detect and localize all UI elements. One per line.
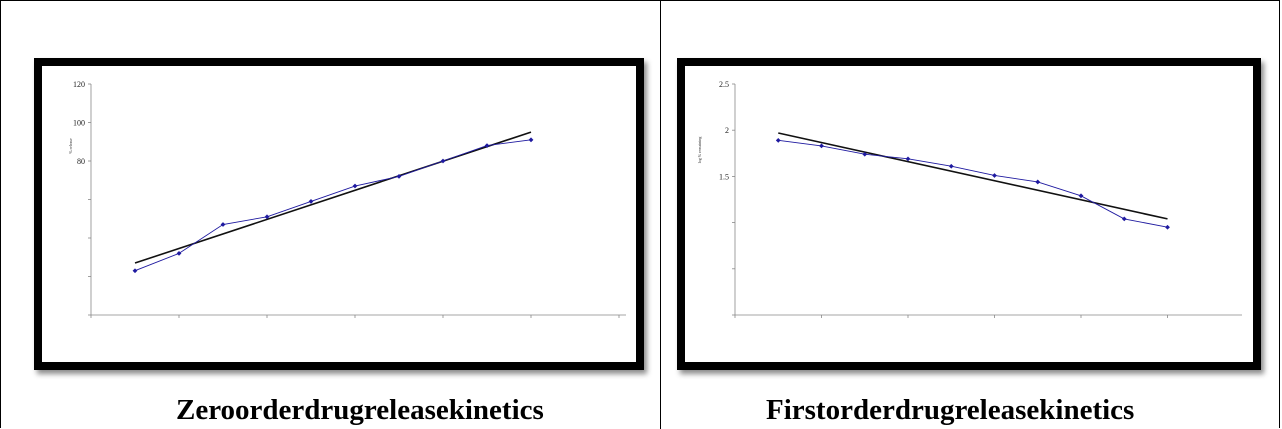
data-point [352, 183, 358, 189]
data-point [308, 199, 314, 204]
data-point [1165, 224, 1170, 230]
data-point [528, 137, 534, 143]
y-tick-label: 120 [73, 80, 85, 89]
data-point [905, 156, 911, 162]
y-tick-label: 1.5 [719, 172, 729, 181]
y-tick-label: 100 [73, 119, 85, 128]
y-axis-label: log % remaining [697, 137, 702, 164]
data-point [1035, 179, 1041, 185]
data-point [220, 222, 226, 227]
data-point [1078, 193, 1084, 199]
data-point [862, 151, 868, 157]
data-point [1121, 216, 1127, 222]
y-axis-label: % release [68, 138, 73, 154]
data-point [440, 158, 446, 164]
trendline [134, 131, 532, 264]
series-line [778, 139, 1168, 228]
data-point [775, 137, 781, 143]
zero-order-chart: 80 100 120 % release [42, 66, 636, 362]
trendline [778, 132, 1168, 220]
y-tick-label: 2 [725, 126, 729, 135]
table-divider [660, 0, 661, 429]
first-order-caption: Firstorderdrugreleasekinetics [766, 394, 1135, 426]
data-point [992, 173, 997, 178]
first-order-chart-frame: 1.5 2 2.5 log % remaining [677, 58, 1261, 370]
zero-order-chart-frame: 80 100 120 % release [34, 58, 644, 370]
series-line [134, 139, 532, 272]
y-tick-label: 80 [77, 157, 85, 166]
data-point [484, 143, 490, 148]
data-point [819, 143, 824, 149]
data-point [396, 174, 402, 179]
first-order-chart: 1.5 2 2.5 log % remaining [685, 66, 1253, 362]
data-point [132, 268, 138, 274]
data-point [176, 251, 182, 256]
y-tick-label: 2.5 [719, 80, 729, 89]
zero-order-caption: Zeroorderdrugreleasekinetics [176, 394, 544, 426]
data-point [948, 163, 954, 169]
